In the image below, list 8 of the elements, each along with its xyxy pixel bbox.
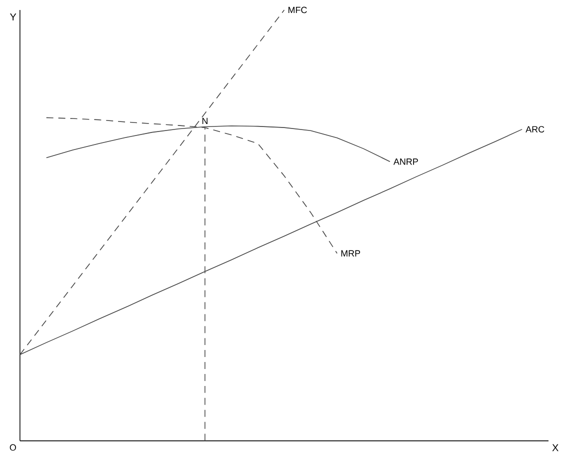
series-label: ANRP (393, 158, 418, 165)
series-label: MFC (288, 6, 307, 14)
series-label: ARC (526, 126, 544, 133)
text: O (10, 444, 16, 451)
series-label: MRP (341, 250, 360, 257)
annotation: N (202, 118, 208, 124)
y-axis-title: Y (10, 14, 16, 20)
x-axis-title: X (552, 444, 558, 452)
